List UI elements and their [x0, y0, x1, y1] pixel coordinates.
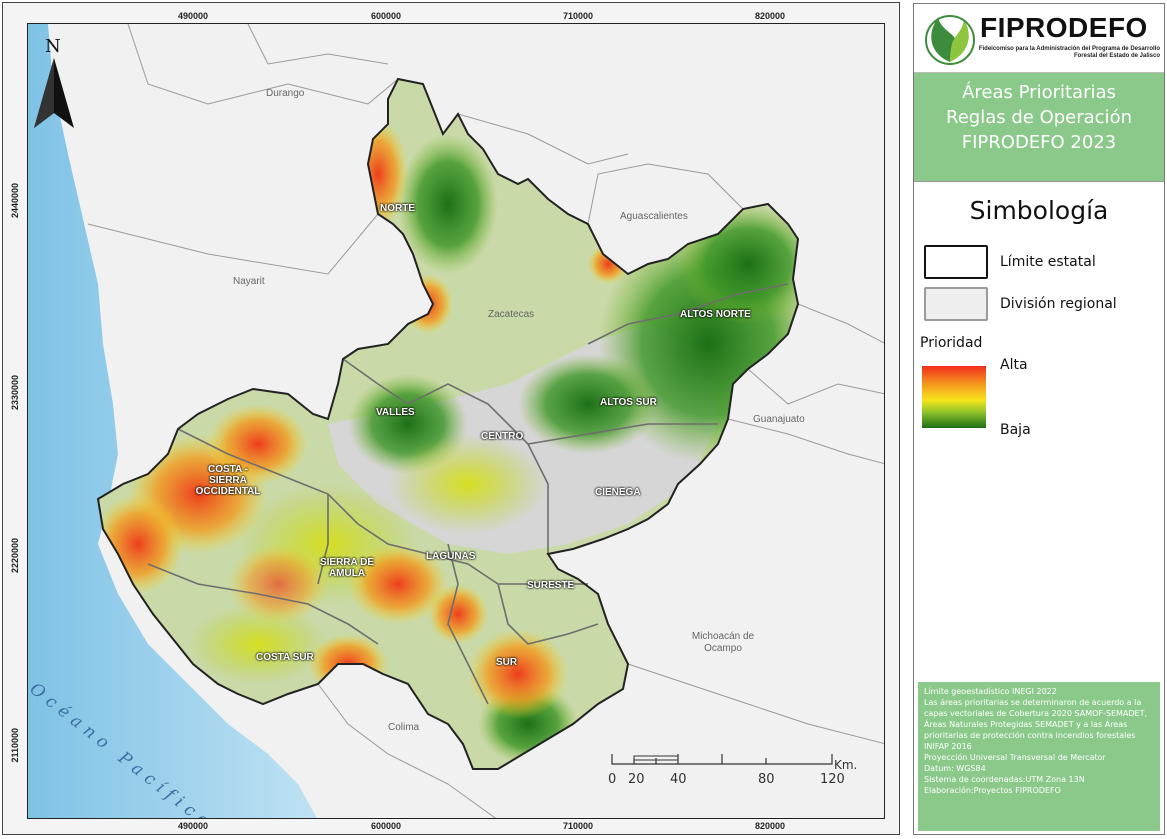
x-tick-top: 710000: [563, 11, 594, 21]
note-line: Elaboración:Proyectos FIPRODEFO: [924, 786, 1061, 795]
north-arrow-icon: [34, 58, 74, 128]
regional-borders: [147, 283, 789, 705]
north-arrow: N: [34, 36, 74, 128]
map-canvas[interactable]: N Durango Nayarit Zacatecas Aguascalient…: [27, 23, 885, 819]
scale-bar-graphic: [611, 754, 833, 765]
note-line: Datum: WGS84: [924, 764, 986, 773]
region-label-altos-sur: ALTOS SUR: [600, 397, 657, 408]
notes-box: Límite geoestadístico INEGI 2022 Las áre…: [918, 682, 1160, 831]
y-tick-left: 2110000: [10, 728, 20, 763]
legend-swatch-regional-division: [924, 287, 988, 321]
region-label-altos-norte: ALTOS NORTE: [680, 309, 751, 320]
y-tick-left: 2220000: [10, 538, 20, 574]
x-tick-bottom: 710000: [563, 821, 594, 831]
legend-label-state-limit: Límite estatal: [1000, 254, 1096, 270]
region-label-norte: NORTE: [380, 203, 415, 214]
x-tick-bottom: 820000: [755, 821, 786, 831]
priority-title: Prioridad: [920, 335, 983, 351]
map-frame: 490000 600000 710000 820000 490000 60000…: [2, 2, 900, 835]
y-tick-left: 2440000: [10, 183, 20, 219]
logo-area: FIPRODEFO Fideicomiso para la Administra…: [914, 4, 1164, 73]
x-tick-bottom: 490000: [178, 821, 209, 831]
title-line: Reglas de Operación: [946, 107, 1132, 128]
y-tick-left: 2330000: [10, 375, 20, 411]
map-svg: [28, 24, 884, 818]
neighbor-borders: [87, 24, 884, 818]
note-line: Límite geoestadístico INEGI 2022: [924, 687, 1057, 696]
state-label-durango: Durango: [266, 88, 305, 99]
region-label-sierra-de-amula: SIERRA DE AMULA: [319, 557, 375, 579]
region-label-costa-sierra-occidental: COSTA - SIERRA OCCIDENTAL: [195, 464, 261, 497]
x-tick-top: 600000: [371, 11, 402, 21]
region-label-sureste: SURESTE: [527, 580, 575, 591]
x-tick-bottom: 600000: [371, 821, 402, 831]
state-label-nayarit: Nayarit: [233, 276, 265, 287]
state-label-aguascalientes: Aguascalientes: [620, 211, 688, 222]
map-title: Áreas Prioritarias Reglas de Operación F…: [914, 73, 1164, 182]
scale-bar: Km. 0 20 40 80 120: [608, 752, 868, 802]
title-line: FIPRODEFO 2023: [961, 132, 1117, 153]
legend-swatch-state-limit: [924, 245, 988, 279]
logo-name: FIPRODEFO: [980, 12, 1148, 43]
scale-label: 20: [628, 772, 645, 787]
region-label-valles: VALLES: [376, 407, 415, 418]
leaf-logo-icon: [925, 15, 975, 65]
x-tick-top: 490000: [178, 11, 209, 21]
region-label-sur: SUR: [496, 657, 518, 668]
legend-title: Simbología: [969, 196, 1109, 225]
logo-subtitle: Fideicomiso para la Administración del P…: [978, 46, 1160, 59]
north-label: N: [45, 36, 61, 57]
region-label-lagunas: LAGUNAS: [426, 551, 476, 562]
note-line: Proyección Universal Transversal de Merc…: [924, 753, 1106, 762]
ocean-area: [28, 24, 317, 818]
note-line: Sistema de coordenadas:UTM Zona 13N: [924, 775, 1085, 784]
state-label-michoacan: Michoacán de Ocampo: [691, 631, 755, 654]
priority-high-label: Alta: [1000, 357, 1028, 373]
region-label-cienega: CIENEGA: [595, 487, 641, 498]
scale-unit: Km.: [834, 758, 858, 772]
legend-panel: FIPRODEFO Fideicomiso para la Administra…: [913, 3, 1165, 835]
legend-label-regional-division: División regional: [1000, 296, 1117, 312]
scale-label: 0: [608, 772, 617, 787]
state-label-zacatecas: Zacatecas: [488, 309, 535, 320]
priority-gradient: [922, 366, 986, 428]
scale-label: 40: [670, 772, 687, 787]
region-label-costa-sur: COSTA SUR: [256, 652, 314, 663]
priority-low-label: Baja: [1000, 422, 1031, 438]
scale-label: 120: [820, 772, 845, 787]
title-line: Áreas Prioritarias: [962, 82, 1116, 103]
x-tick-top: 820000: [755, 11, 786, 21]
state-label-colima: Colima: [388, 722, 420, 733]
scale-label: 80: [758, 772, 775, 787]
region-label-centro: CENTRO: [481, 431, 524, 442]
state-label-guanajuato: Guanajuato: [753, 414, 805, 425]
note-line: Las áreas prioritarias se determinaron d…: [924, 698, 1148, 751]
